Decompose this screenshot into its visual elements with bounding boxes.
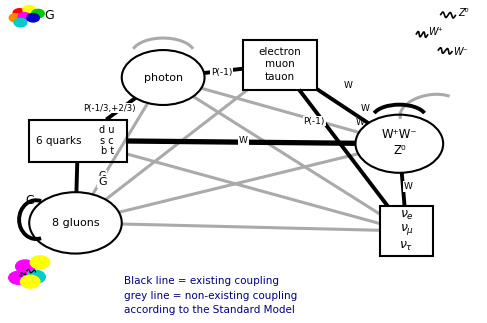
Bar — [244, 39, 317, 89]
Text: W⁺: W⁺ — [429, 27, 443, 37]
Text: G: G — [44, 9, 54, 22]
Text: W: W — [361, 104, 370, 113]
Text: electron: electron — [259, 47, 301, 57]
Text: P(-1): P(-1) — [211, 68, 232, 77]
Text: photon: photon — [144, 73, 183, 82]
Bar — [380, 206, 433, 256]
Circle shape — [30, 256, 50, 269]
Text: P(-1/3,+2/3): P(-1/3,+2/3) — [83, 104, 136, 113]
Text: W: W — [404, 182, 412, 191]
Text: s c: s c — [100, 136, 114, 145]
Bar — [29, 120, 127, 162]
Circle shape — [16, 260, 35, 273]
Text: $\nu_\tau$: $\nu_\tau$ — [399, 240, 414, 253]
Circle shape — [20, 275, 40, 288]
Text: W: W — [344, 81, 353, 90]
Text: 6 quarks: 6 quarks — [36, 136, 81, 145]
Text: G: G — [98, 171, 106, 181]
Text: $\nu_\mu$: $\nu_\mu$ — [399, 223, 414, 237]
Circle shape — [9, 14, 22, 22]
Text: tauon: tauon — [265, 72, 295, 82]
Circle shape — [18, 13, 31, 21]
Text: W⁻: W⁻ — [453, 47, 468, 57]
Text: Z⁰: Z⁰ — [393, 144, 406, 157]
Text: P(-1): P(-1) — [303, 117, 325, 126]
Text: G: G — [26, 194, 35, 207]
Text: Z⁰: Z⁰ — [458, 8, 468, 18]
Text: b t: b t — [100, 146, 114, 156]
Text: d u: d u — [99, 125, 115, 135]
Text: W: W — [356, 118, 365, 127]
Text: according to the Standard Model: according to the Standard Model — [124, 305, 295, 315]
Circle shape — [26, 270, 45, 283]
Text: W⁺W⁻: W⁺W⁻ — [381, 128, 417, 141]
Circle shape — [14, 18, 27, 27]
Circle shape — [13, 9, 26, 17]
Text: W: W — [239, 136, 248, 145]
Circle shape — [9, 271, 28, 284]
Text: $\nu_e$: $\nu_e$ — [400, 209, 413, 222]
Circle shape — [23, 5, 36, 14]
Circle shape — [32, 9, 44, 18]
Text: 8 gluons: 8 gluons — [52, 218, 99, 228]
Text: grey line = non-existing coupling: grey line = non-existing coupling — [124, 291, 298, 300]
Circle shape — [27, 14, 39, 22]
Text: Black line = existing coupling: Black line = existing coupling — [124, 276, 279, 286]
Text: muon: muon — [265, 59, 295, 69]
Text: G: G — [98, 177, 107, 187]
